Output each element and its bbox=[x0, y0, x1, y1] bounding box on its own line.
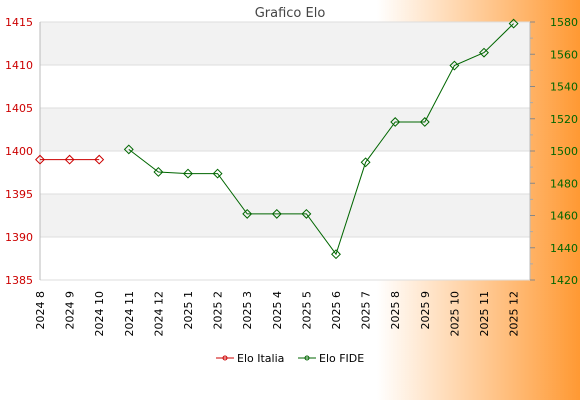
data-point-elo-fide bbox=[242, 208, 253, 219]
right-tick-label: 1440 bbox=[550, 242, 578, 255]
data-point-elo-fide bbox=[183, 168, 193, 179]
x-tick-label: 2025 7 bbox=[360, 291, 373, 330]
grid-bands bbox=[40, 22, 530, 280]
x-tick-label: 2024 8 bbox=[34, 291, 47, 330]
right-tick-label: 1560 bbox=[550, 48, 578, 61]
left-tick-label: 1415 bbox=[5, 16, 33, 29]
chart-title: Grafico Elo bbox=[255, 6, 326, 21]
data-point-elo-fide bbox=[419, 117, 430, 127]
grid-band bbox=[40, 65, 530, 108]
left-tick-label: 1385 bbox=[5, 274, 33, 287]
grid-band bbox=[40, 151, 530, 194]
left-axis: 1385 1390 1395 1400 1405 1410 1415 bbox=[5, 16, 33, 287]
data-point-elo-italia bbox=[94, 154, 105, 165]
x-tick-label: 2025 5 bbox=[300, 291, 313, 330]
right-tick-label: 1460 bbox=[550, 210, 578, 223]
legend-label-italia: Elo Italia bbox=[237, 352, 284, 365]
left-tick-label: 1390 bbox=[5, 231, 33, 244]
data-point-elo-italia bbox=[35, 154, 45, 165]
left-tick-label: 1410 bbox=[5, 59, 33, 72]
x-tick-label: 2024 10 bbox=[93, 291, 106, 337]
data-point-elo-fide bbox=[212, 168, 223, 179]
x-tick-label: 2025 12 bbox=[508, 291, 521, 337]
left-tick-label: 1405 bbox=[5, 102, 33, 115]
x-tick-label: 2025 10 bbox=[448, 291, 461, 337]
series-layer bbox=[35, 18, 519, 260]
data-point-elo-fide bbox=[508, 18, 519, 29]
x-tick-label: 2024 12 bbox=[152, 291, 165, 337]
data-point-elo-fide bbox=[390, 117, 401, 127]
x-tick-label: 2025 11 bbox=[478, 291, 491, 337]
grid-lines bbox=[39, 21, 531, 281]
x-tick-label: 2025 2 bbox=[212, 291, 225, 330]
x-tick-label: 2024 9 bbox=[64, 291, 77, 330]
legend: Elo Italia Elo FIDE bbox=[210, 348, 370, 368]
legend-label-fide: Elo FIDE bbox=[319, 352, 364, 365]
data-point-elo-fide bbox=[153, 167, 164, 177]
right-tick-label: 1480 bbox=[550, 177, 578, 190]
legend-marker-fide bbox=[304, 355, 310, 361]
x-tick-label: 2025 9 bbox=[419, 291, 432, 330]
right-tick-label: 1500 bbox=[550, 145, 578, 158]
left-tick-label: 1395 bbox=[5, 188, 33, 201]
grid-band bbox=[40, 108, 530, 151]
grid-band bbox=[40, 194, 530, 237]
x-tick-label: 2025 1 bbox=[182, 291, 195, 330]
data-point-elo-fide bbox=[449, 60, 460, 71]
right-tick-label: 1540 bbox=[550, 81, 578, 94]
right-tick-label: 1580 bbox=[550, 16, 578, 29]
right-axis: 1420 1440 1460 1480 1500 1520 1540 1560 1580 bbox=[530, 16, 578, 287]
x-tick-label: 2025 3 bbox=[241, 291, 254, 330]
data-point-elo-fide bbox=[479, 47, 489, 58]
data-point-elo-fide bbox=[331, 249, 341, 260]
data-point-elo-italia bbox=[64, 154, 75, 165]
data-point-elo-fide bbox=[123, 144, 134, 155]
data-point-elo-fide bbox=[301, 208, 312, 219]
legend-marker-italia bbox=[222, 355, 228, 361]
x-tick-label: 2024 11 bbox=[123, 291, 136, 337]
x-tick-label: 2025 8 bbox=[389, 291, 402, 330]
left-tick-label: 1400 bbox=[5, 145, 33, 158]
grid-band bbox=[40, 22, 530, 65]
grid-band bbox=[40, 237, 530, 280]
right-tick-label: 1520 bbox=[550, 113, 578, 126]
legend-box bbox=[210, 348, 370, 368]
data-point-elo-fide bbox=[271, 208, 282, 219]
x-tick-label: 2025 6 bbox=[330, 291, 343, 330]
right-tick-label: 1420 bbox=[550, 274, 578, 287]
x-tick-label: 2025 4 bbox=[271, 291, 284, 330]
data-point-elo-fide bbox=[360, 157, 371, 168]
